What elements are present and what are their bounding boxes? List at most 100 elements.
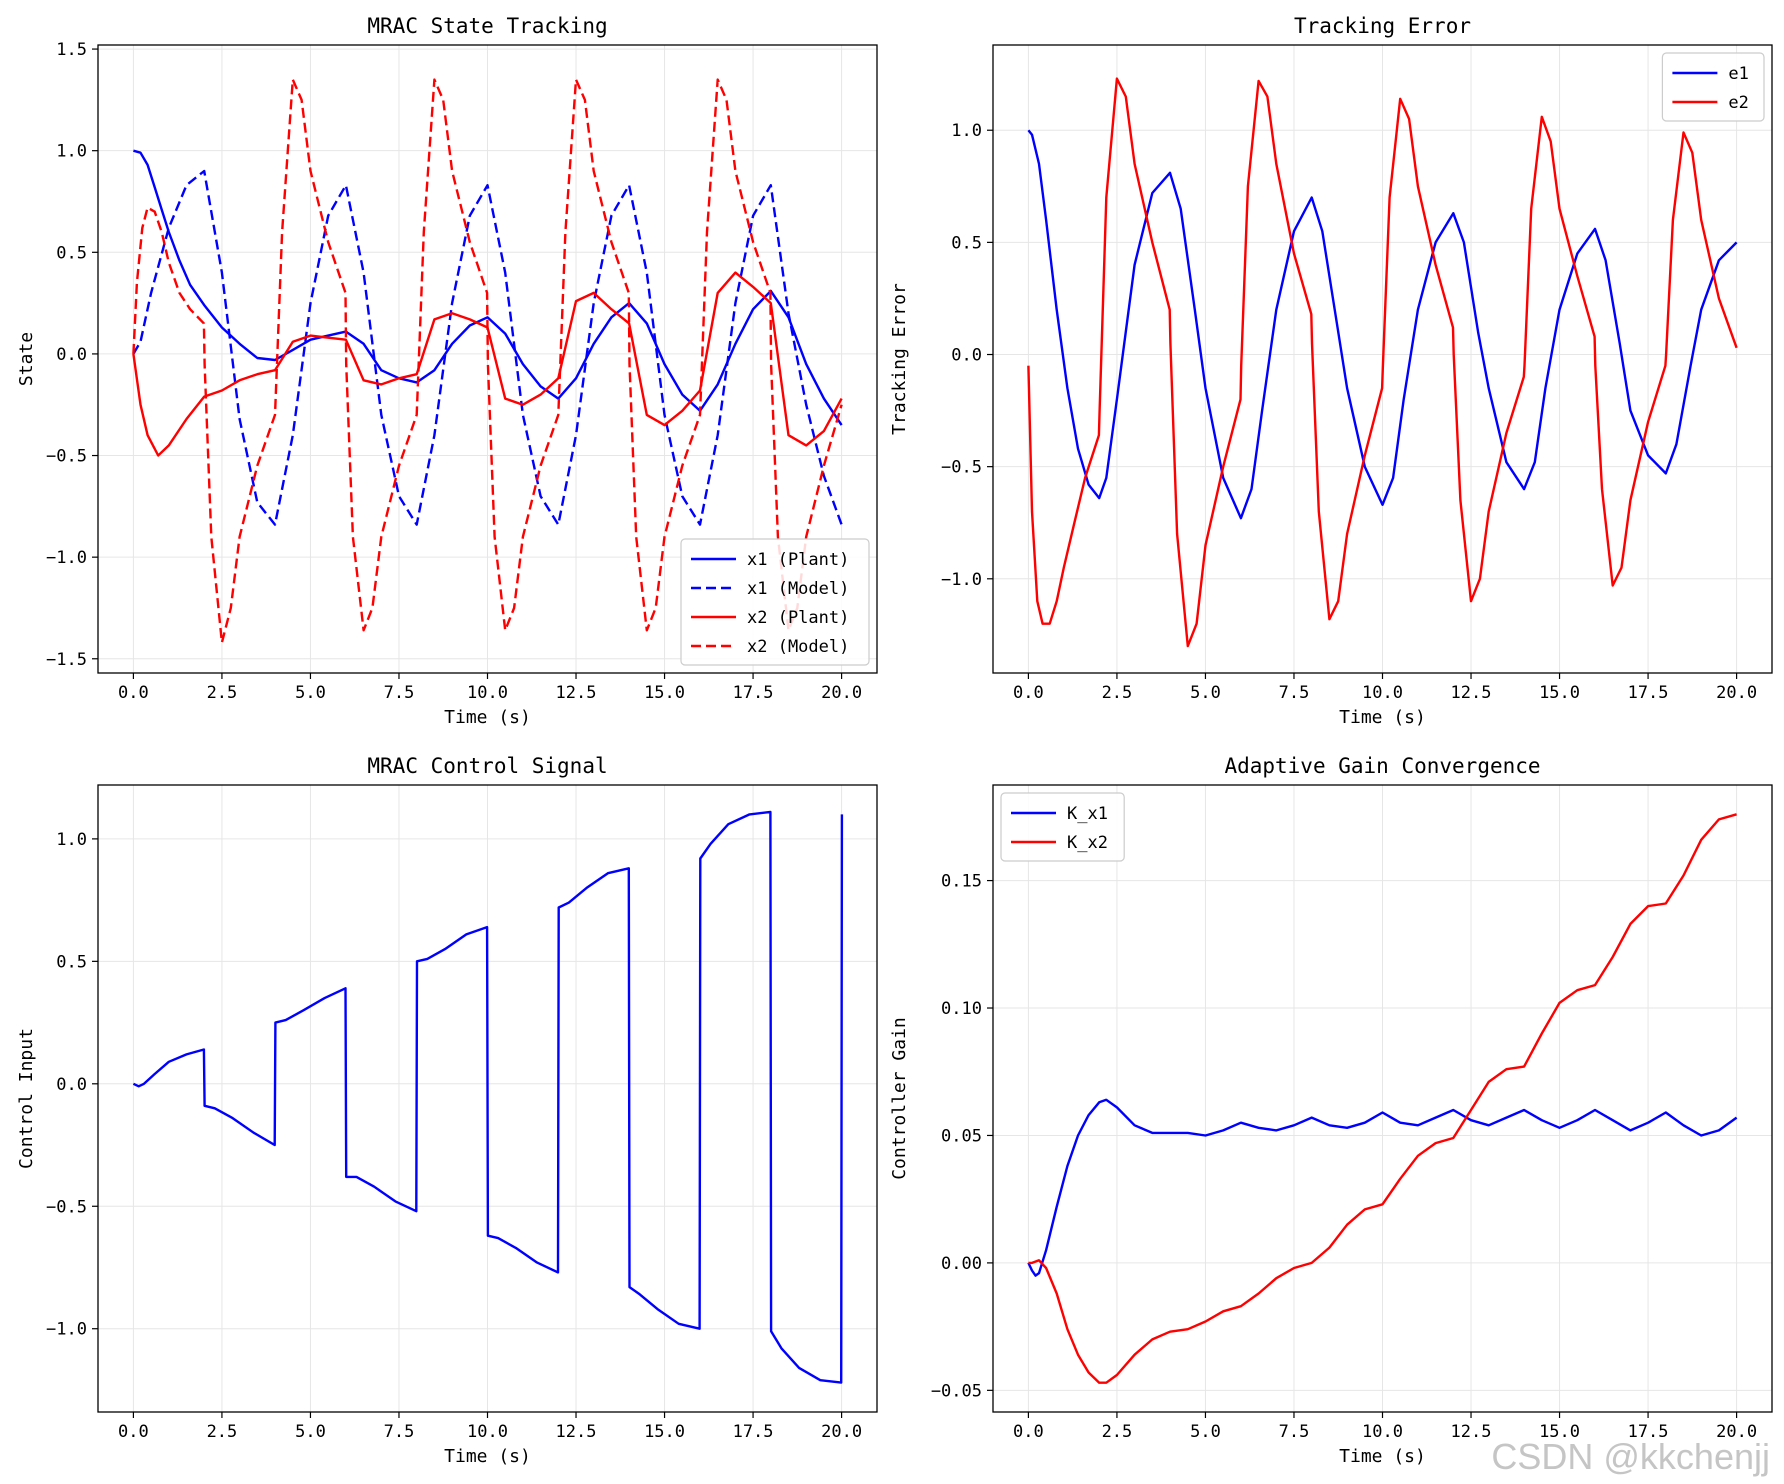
x-tick-label: 12.5	[556, 683, 597, 703]
x-tick-label: 0.0	[118, 1422, 149, 1442]
x-tick-label: 12.5	[1451, 683, 1492, 703]
legend-box	[1000, 792, 1125, 862]
x-tick-label: 5.0	[295, 683, 326, 703]
x-tick-label: 15.0	[644, 1422, 685, 1442]
x-tick-label: 12.5	[556, 1422, 597, 1442]
y-tick-label: 1.0	[56, 830, 87, 850]
x-tick-label: 7.5	[384, 1422, 415, 1442]
y-tick-label: 0.15	[941, 872, 982, 892]
y-tick-label: −0.5	[46, 447, 87, 467]
y-tick-label: −1.5	[46, 650, 87, 670]
chart-title: Tracking Error	[1294, 14, 1471, 38]
x-tick-label: 10.0	[467, 1422, 508, 1442]
x-tick-label: 0.0	[1013, 1422, 1044, 1442]
y-tick-label: 0.0	[56, 345, 87, 365]
x-tick-label: 12.5	[1451, 1422, 1492, 1442]
chart-title: MRAC State Tracking	[367, 14, 607, 38]
x-tick-label: 5.0	[295, 1422, 326, 1442]
y-tick-label: 0.0	[56, 1075, 87, 1095]
x-tick-label: 2.5	[1102, 1422, 1133, 1442]
x-tick-label: 10.0	[467, 683, 508, 703]
series-line-k-x1	[1027, 1098, 1738, 1277]
legend: x1 (Plant) x1 (Model) x2 (Plant) x2 (Model)	[680, 538, 870, 666]
y-tick-label: 1.5	[56, 40, 87, 60]
chart-title: MRAC Control Signal	[367, 754, 607, 778]
x-axis-label: Time (s)	[1339, 1446, 1426, 1467]
y-tick-label: −1.0	[941, 570, 982, 590]
plot-frame	[992, 44, 1773, 674]
watermark-text: CSDN @kkchenjj	[1491, 1436, 1770, 1477]
legend-label: x2 (Plant)	[747, 608, 849, 628]
x-tick-label: 2.5	[1102, 683, 1133, 703]
x-tick-label: 20.0	[821, 683, 862, 703]
x-tick-label: 10.0	[1362, 1422, 1403, 1442]
series-line-x2-plant-	[132, 271, 843, 457]
plot-frame	[97, 784, 878, 1413]
x-axis-label: Time (s)	[444, 1446, 531, 1467]
chart-panel-1: 0.0 2.5 5.0 7.5 10.0 12.5 15.0 17.5 20.0 −1.5 −1.0…	[16, 14, 878, 728]
x-tick-label: 2.5	[207, 683, 238, 703]
x-tick-label: 5.0	[1190, 1422, 1221, 1442]
y-tick-label: −0.5	[46, 1197, 87, 1217]
legend-label: x1 (Plant)	[747, 550, 849, 570]
chart-title: Adaptive Gain Convergence	[1224, 754, 1540, 778]
x-tick-label: 17.5	[733, 1422, 774, 1442]
chart-panel-4: 0.0 2.5 5.0 7.5 10.0 12.5 15.0 17.5 20.0 −0.05 0.0…	[889, 754, 1773, 1467]
y-tick-label: −1.0	[46, 548, 87, 568]
y-axis-label: Controller Gain	[889, 1017, 910, 1180]
y-tick-label: 0.05	[941, 1126, 982, 1146]
legend-label: x1 (Model)	[747, 579, 849, 599]
x-axis-label: Time (s)	[444, 707, 531, 728]
plot-frame	[992, 784, 1773, 1413]
legend-label: x2 (Model)	[747, 637, 849, 657]
y-tick-label: 0.5	[56, 952, 87, 972]
x-tick-label: 17.5	[1628, 683, 1669, 703]
x-tick-label: 20.0	[1716, 1422, 1757, 1442]
legend-label: K_x2	[1067, 833, 1108, 853]
y-tick-label: −0.05	[931, 1381, 982, 1401]
x-tick-label: 0.0	[118, 683, 149, 703]
x-tick-label: 15.0	[1539, 1422, 1580, 1442]
legend-label: e1	[1728, 64, 1748, 84]
y-axis-label: Tracking Error	[889, 283, 910, 435]
y-tick-label: 0.00	[941, 1254, 982, 1274]
y-tick-label: 0.5	[951, 233, 982, 253]
x-tick-label: 10.0	[1362, 683, 1403, 703]
x-tick-label: 15.0	[644, 683, 685, 703]
y-axis-label: Control Input	[16, 1028, 37, 1169]
legend-label: e2	[1728, 93, 1748, 113]
series-line-x1-model-	[132, 169, 843, 526]
x-tick-label: 20.0	[821, 1422, 862, 1442]
x-tick-label: 5.0	[1190, 683, 1221, 703]
x-tick-label: 7.5	[1279, 683, 1310, 703]
legend-box	[1661, 52, 1765, 122]
y-axis-label: State	[16, 332, 37, 386]
x-tick-label: 15.0	[1539, 683, 1580, 703]
x-tick-label: 7.5	[1279, 1422, 1310, 1442]
series-line-e2	[1027, 77, 1738, 648]
legend-box	[680, 538, 870, 666]
x-tick-label: 0.0	[1013, 683, 1044, 703]
y-tick-label: −0.5	[941, 458, 982, 478]
plot-frame	[97, 44, 878, 674]
series-line-e1	[1027, 129, 1738, 520]
chart-panel-2: 0.0 2.5 5.0 7.5 10.0 12.5 15.0 17.5 20.0 −1.0 −0.5…	[889, 14, 1773, 728]
x-tick-label: 20.0	[1716, 683, 1757, 703]
x-tick-label: 17.5	[733, 683, 774, 703]
y-tick-label: 1.0	[56, 142, 87, 162]
series-line-x2-model-	[132, 78, 843, 644]
series-line-x1-plant-	[133, 149, 843, 426]
legend: K_x1 K_x2	[1000, 792, 1125, 862]
x-tick-label: 2.5	[207, 1422, 238, 1442]
series-line-u	[132, 810, 844, 1384]
series-line-k-x2	[1028, 813, 1737, 1384]
x-tick-label: 17.5	[1628, 1422, 1669, 1442]
y-tick-label: −1.0	[46, 1320, 87, 1340]
legend-label: K_x1	[1067, 804, 1108, 824]
y-tick-label: 0.0	[951, 346, 982, 366]
y-tick-label: 1.0	[951, 121, 982, 141]
chart-panel-3: 0.0 2.5 5.0 7.5 10.0 12.5 15.0 17.5 20.0 −1.0 −0.5…	[16, 754, 878, 1467]
y-tick-label: 0.10	[941, 999, 982, 1019]
